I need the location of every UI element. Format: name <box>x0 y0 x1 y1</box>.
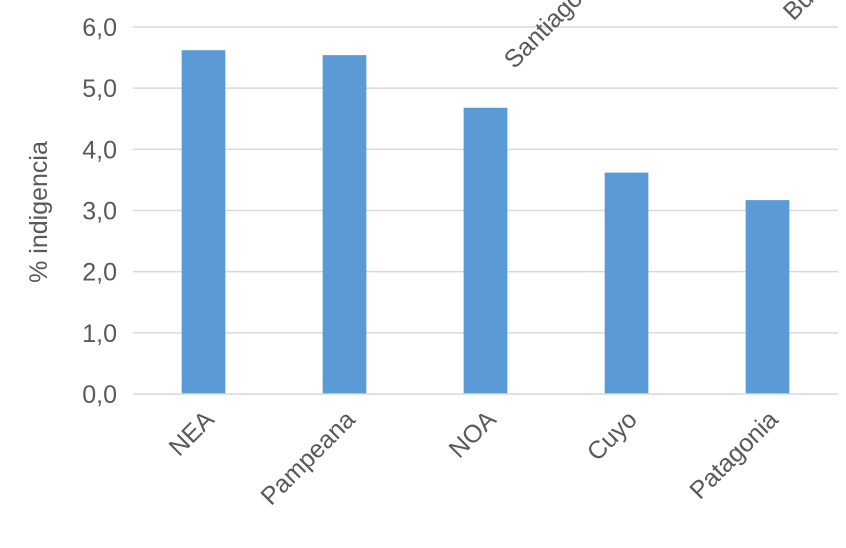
x-label-pampeana: Pampeana <box>255 405 360 510</box>
y-tick-label: 2,0 <box>82 259 117 287</box>
x-label-noa: NOA <box>444 405 502 463</box>
bar-cuyo <box>604 172 649 394</box>
clipped-label-bu: Bu <box>778 0 819 26</box>
x-label-cuyo: Cuyo <box>582 405 643 466</box>
y-axis-title: % indigencia <box>25 141 53 283</box>
y-tick-label: 3,0 <box>82 198 117 226</box>
y-tick-label: 0,0 <box>82 381 117 409</box>
x-category-labels: NEA Pampeana NOA Cuyo Patagonia <box>164 405 784 511</box>
y-tick-label: 5,0 <box>82 75 117 103</box>
x-label-patagonia: Patagonia <box>684 405 783 504</box>
bar-noa <box>463 107 508 395</box>
y-tick-label: 1,0 <box>82 320 117 348</box>
bar-pampeana <box>322 55 367 395</box>
x-label-nea: NEA <box>164 405 220 461</box>
y-tick-labels: 0,0 1,0 2,0 3,0 4,0 5,0 6,0 <box>82 14 117 409</box>
bar-nea <box>181 50 226 394</box>
y-tick-label: 6,0 <box>82 14 117 42</box>
y-tick-label: 4,0 <box>82 136 117 164</box>
bars <box>181 50 790 395</box>
clipped-label-santiago: Santiago <box>499 0 589 74</box>
bar-patagonia <box>745 200 790 394</box>
